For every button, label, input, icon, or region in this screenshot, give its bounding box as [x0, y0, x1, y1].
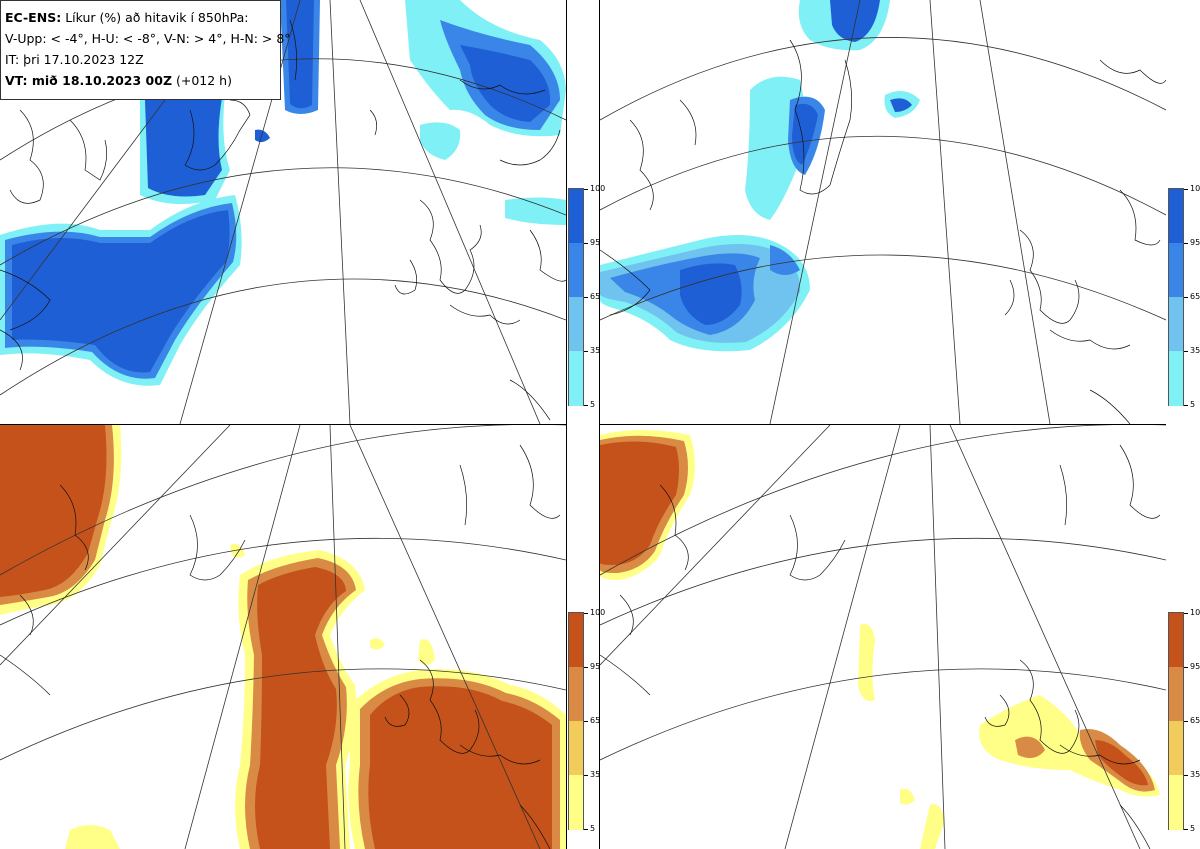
- colorbar-segment: [569, 721, 583, 776]
- colorbar-tick-label: 5: [1183, 400, 1196, 409]
- colorbar-segment: [569, 189, 583, 244]
- graticule: [600, 425, 1166, 849]
- lead-time-label: (+012 h): [176, 73, 232, 88]
- colorbar-cold-top-right: 100 95 65 35 5: [1168, 185, 1200, 409]
- colorbar-tick-label: 5: [583, 400, 596, 409]
- graticule: [600, 0, 1166, 424]
- colorbar-tick-label: 65: [1183, 716, 1200, 725]
- colorbar-tick-label: 35: [583, 346, 601, 355]
- colorbar-tick-label: 100: [583, 608, 606, 617]
- colorbar-segment: [569, 667, 583, 722]
- map-panel-cold-4: [0, 0, 567, 425]
- map-canvas: [0, 425, 566, 849]
- colorbar-segment: [1169, 775, 1183, 830]
- colorbar-warm-bottom-left: 100 95 65 35 5: [568, 609, 605, 833]
- colorbar-cold-top-left: 100 95 65 35 5: [568, 185, 605, 409]
- colorbar-tick-label: 100: [583, 184, 606, 193]
- colorbar-tick-label: 95: [1183, 238, 1200, 247]
- colorbar-segment: [569, 243, 583, 298]
- map-canvas: [0, 0, 566, 424]
- thresholds-label: V-Upp: < -4°, H-U: < -8°, V-N: > 4°, H-N…: [5, 31, 291, 46]
- colorbar-tick-label: 5: [583, 824, 596, 833]
- colorbar-tick-label: 5: [1183, 824, 1196, 833]
- info-box: EC-ENS: Líkur (%) að hitavik í 850hPa: V…: [0, 0, 291, 100]
- probability-field: [600, 430, 1160, 849]
- probability-field: [0, 425, 566, 849]
- colorbar-tick-label: 35: [1183, 346, 1200, 355]
- colorbar-segment: [1169, 613, 1183, 668]
- colorbar-segment: [569, 775, 583, 830]
- colorbar-tick-label: 35: [1183, 770, 1200, 779]
- map-canvas: [600, 425, 1166, 849]
- coastlines: [0, 19, 566, 421]
- colorbar-tick-label: 95: [583, 238, 601, 247]
- colorbar-segment: [569, 297, 583, 352]
- colorbar-tick-label: 65: [583, 716, 601, 725]
- colorbar-tick-label: 95: [1183, 662, 1200, 671]
- coastlines: [600, 39, 1166, 424]
- colorbar-segment: [1169, 721, 1183, 776]
- map-panel-warm-4: [0, 424, 567, 849]
- colorbar-segment: [1169, 243, 1183, 298]
- map-canvas: [600, 0, 1166, 424]
- map-panel-cold-8: [599, 0, 1166, 425]
- graticule: [0, 425, 566, 849]
- title-label: Líkur (%) að hitavik í 850hPa:: [65, 10, 249, 25]
- colorbar-segment: [569, 613, 583, 668]
- valid-time-label: VT: mið 18.10.2023 00Z: [5, 73, 173, 88]
- colorbar-tick-label: 35: [583, 770, 601, 779]
- colorbar-tick-label: 100: [1183, 185, 1200, 193]
- coastlines: [0, 444, 561, 849]
- probability-field: [0, 0, 566, 386]
- colorbar-warm-bottom-right: 100 95 65 35 5: [1168, 609, 1200, 833]
- coastlines: [600, 444, 1161, 849]
- colorbar-segment: [1169, 351, 1183, 406]
- initial-time-label: IT: þri 17.10.2023 12Z: [5, 52, 144, 67]
- colorbar-tick-label: 95: [583, 662, 601, 671]
- colorbar-segment: [569, 351, 583, 406]
- colorbar-segment: [1169, 667, 1183, 722]
- colorbar-tick-label: 100: [1183, 609, 1200, 617]
- colorbar-segment: [1169, 189, 1183, 244]
- probability-field: [600, 0, 920, 352]
- colorbar-tick-label: 65: [1183, 292, 1200, 301]
- model-label: EC-ENS:: [5, 10, 62, 25]
- colorbar-segment: [1169, 297, 1183, 352]
- map-panel-warm-8: [599, 424, 1166, 849]
- colorbar-tick-label: 65: [583, 292, 601, 301]
